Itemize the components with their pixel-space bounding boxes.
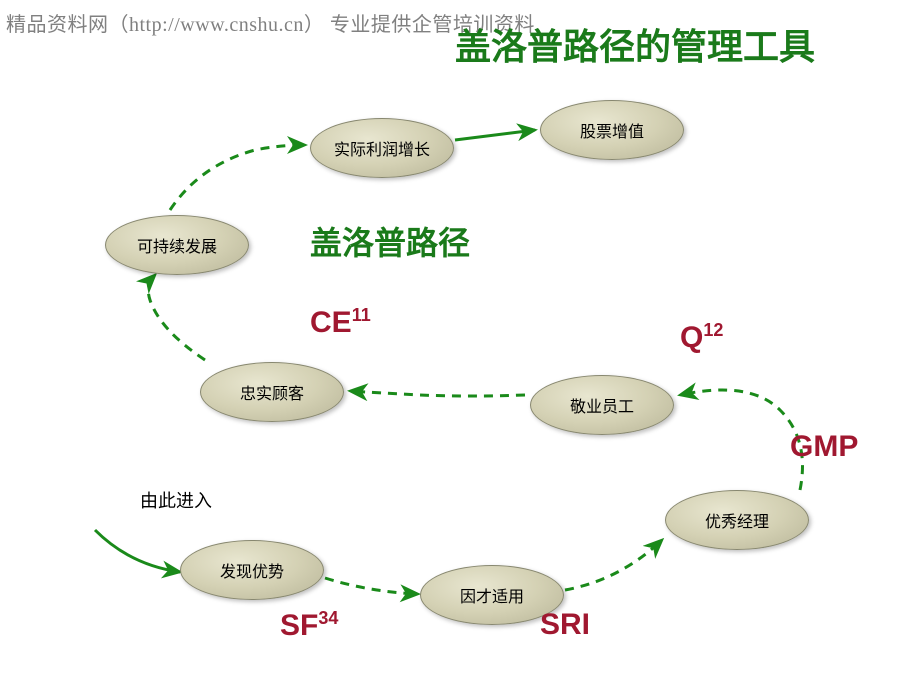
- edge-e2: [565, 540, 662, 590]
- edge-e0: [95, 530, 180, 572]
- tool-label-sri: SRI: [540, 608, 590, 642]
- edge-e7: [455, 130, 535, 140]
- entry-label: 由此进入: [140, 487, 212, 513]
- edge-e1: [325, 578, 418, 594]
- page-title: 盖洛普路径的管理工具: [455, 18, 815, 70]
- tool-label-ce: CE11: [310, 305, 371, 340]
- tool-label-q: Q12: [680, 320, 723, 355]
- edge-e3: [680, 390, 803, 490]
- node-n4: 敬业员工: [530, 375, 674, 435]
- subtitle-text: 盖洛普路径: [310, 218, 470, 264]
- node-n8: 股票增值: [540, 100, 684, 160]
- edge-e4: [350, 391, 525, 396]
- node-n3: 优秀经理: [665, 490, 809, 550]
- tool-label-gmp: GMP: [790, 430, 858, 464]
- node-n1: 发现优势: [180, 540, 324, 600]
- edge-e6: [170, 145, 305, 210]
- node-n6: 可持续发展: [105, 215, 249, 275]
- tool-label-sf: SF34: [280, 608, 338, 643]
- node-n7: 实际利润增长: [310, 118, 454, 178]
- edge-e5: [148, 275, 205, 360]
- node-n5: 忠实顾客: [200, 362, 344, 422]
